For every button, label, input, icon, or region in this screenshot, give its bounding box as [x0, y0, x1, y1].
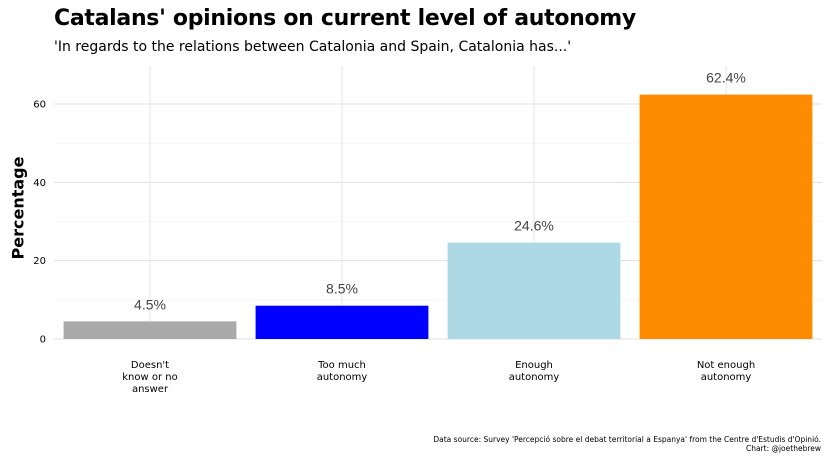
chart-subtitle: 'In regards to the relations between Cat…: [54, 39, 572, 55]
y-tick-label: 40: [33, 178, 46, 189]
x-tick-label: Enough autonomy: [509, 360, 560, 383]
bar: [255, 305, 429, 339]
chart-title: Catalans' opinions on current level of a…: [54, 6, 636, 31]
y-tick-label: 0: [40, 335, 46, 346]
bar: [63, 321, 237, 339]
data-label: 8.5%: [326, 281, 358, 297]
chart-caption: Data source: Survey 'Percepció sobre el …: [433, 435, 821, 453]
caption-credit: Chart: @joethebrew: [745, 444, 821, 453]
x-tick-label: Not enough autonomy: [697, 360, 755, 383]
data-label: 24.6%: [514, 218, 554, 234]
x-tick-label: Doesn't know or no answer: [122, 360, 177, 395]
caption-source: Data source: Survey 'Percepció sobre el …: [433, 435, 821, 444]
bar: [447, 242, 621, 339]
x-tick-label: Too much autonomy: [317, 360, 368, 383]
y-tick-label: 60: [33, 100, 46, 111]
data-label: 62.4%: [706, 70, 746, 86]
y-tick-label: 20: [33, 256, 46, 267]
bar: [639, 94, 813, 339]
data-label: 4.5%: [134, 296, 166, 312]
